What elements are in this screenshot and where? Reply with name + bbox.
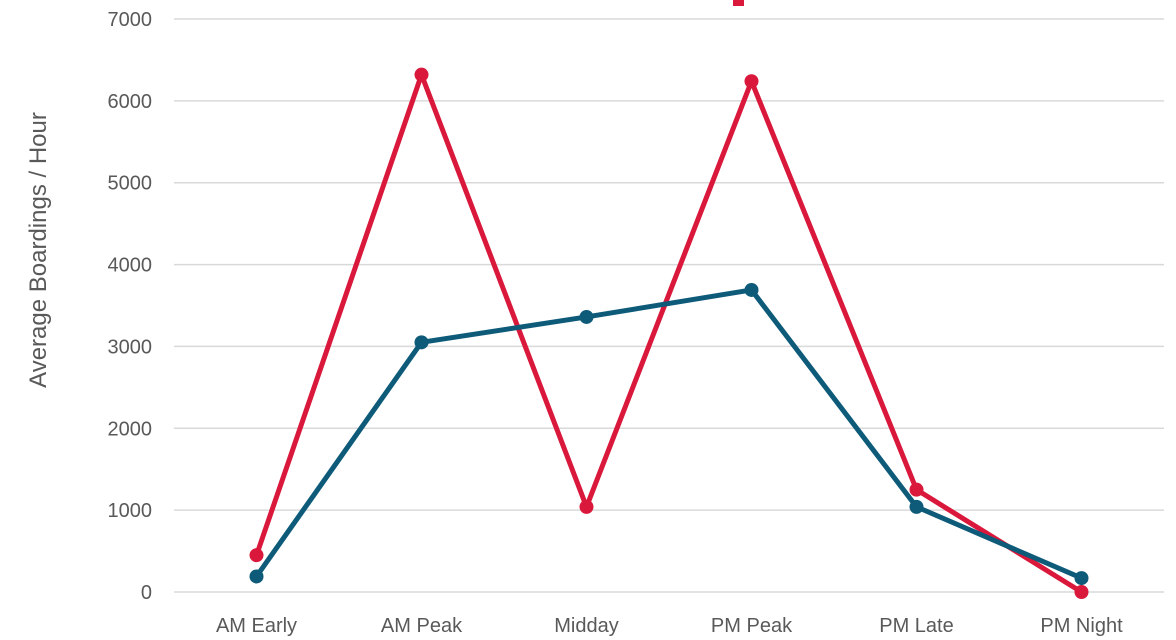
y-tick-label: 3000 bbox=[108, 336, 153, 358]
series-line bbox=[254, 72, 1084, 595]
data-point bbox=[1074, 585, 1089, 599]
data-point bbox=[909, 482, 924, 497]
data-point bbox=[1074, 571, 1089, 586]
y-tick-label: 1000 bbox=[108, 500, 153, 522]
y-tick-label: 0 bbox=[141, 582, 152, 604]
data-point bbox=[744, 282, 759, 297]
y-tick-label: 2000 bbox=[108, 418, 153, 440]
x-tick-label: PM Peak bbox=[711, 615, 793, 637]
data-point bbox=[909, 499, 924, 514]
series-line bbox=[254, 287, 1084, 581]
data-point bbox=[579, 309, 594, 324]
data-point bbox=[579, 499, 594, 514]
data-point bbox=[249, 569, 264, 584]
x-tick-label: AM Early bbox=[216, 615, 297, 637]
data-point bbox=[414, 335, 429, 350]
x-tick-label: Midday bbox=[554, 615, 618, 637]
x-tick-label: AM Peak bbox=[381, 615, 463, 637]
y-tick-label: 4000 bbox=[108, 255, 153, 277]
data-point bbox=[744, 74, 759, 89]
x-tick-label: PM Night bbox=[1040, 615, 1123, 637]
series-0 bbox=[249, 67, 1089, 599]
y-axis-label: Average Boardings / Hour bbox=[25, 112, 52, 388]
data-point bbox=[414, 67, 429, 82]
x-tick-label: PM Late bbox=[879, 615, 953, 637]
data-point bbox=[249, 548, 264, 563]
title-fragment bbox=[733, 0, 744, 6]
y-tick-label: 6000 bbox=[108, 91, 153, 113]
series-1 bbox=[249, 282, 1089, 586]
y-tick-label: 5000 bbox=[108, 173, 153, 195]
y-tick-label: 7000 bbox=[108, 9, 153, 31]
